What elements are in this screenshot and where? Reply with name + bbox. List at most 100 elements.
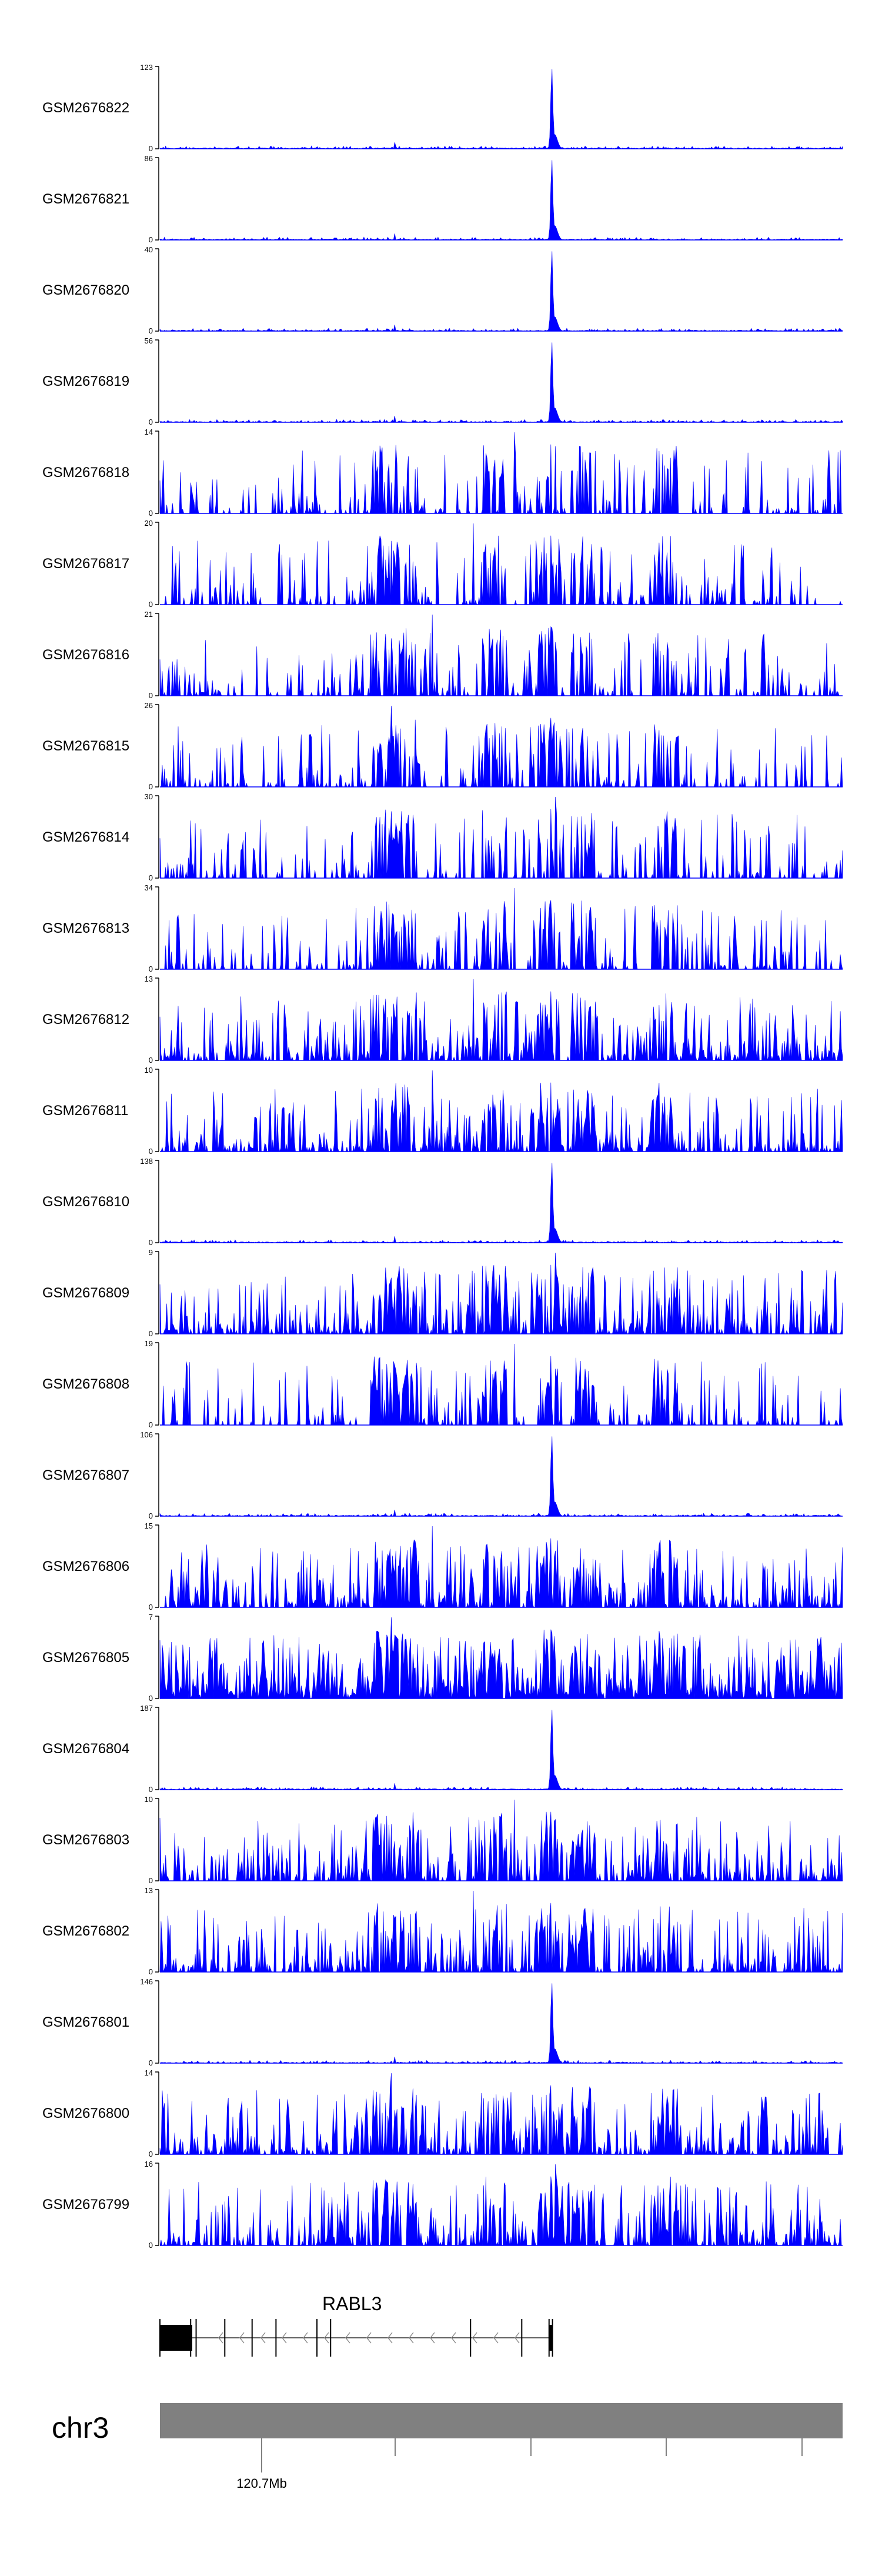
coverage-area [159, 1252, 843, 1335]
y-min-label: 0 [149, 1785, 153, 1794]
track-GSM2676814: GSM2676814 30 0 [42, 792, 843, 882]
y-min-label: 0 [149, 235, 153, 244]
y-max-label: 21 [145, 610, 153, 619]
track-label: GSM2676822 [42, 100, 129, 116]
coverage-area [159, 1890, 843, 1973]
y-min-label: 0 [149, 965, 153, 973]
y-max-label: 19 [145, 1339, 153, 1348]
exon-block [549, 2325, 553, 2351]
y-min-label: 0 [149, 1056, 153, 1065]
y-max-label: 26 [145, 701, 153, 710]
y-max-label: 86 [145, 154, 153, 163]
utr-block [160, 2325, 192, 2351]
y-max-label: 106 [140, 1430, 153, 1439]
strand-arrow-icon [345, 2332, 350, 2344]
strand-arrow-icon [324, 2332, 329, 2344]
track-label: GSM2676814 [42, 829, 129, 845]
y-max-label: 10 [145, 1795, 153, 1804]
y-max-label: 7 [149, 1613, 153, 1621]
coverage-area [159, 342, 843, 423]
track-label: GSM2676805 [42, 1650, 129, 1666]
track-label: GSM2676803 [42, 1832, 129, 1848]
coverage-area [160, 523, 843, 606]
track-GSM2676818: GSM2676818 14 0 [42, 428, 843, 518]
track-GSM2676803: GSM2676803 10 0 [42, 1795, 843, 1885]
gene-label: RABL3 [322, 2293, 382, 2314]
coverage-area [159, 2164, 843, 2246]
y-max-label: 14 [145, 2068, 153, 2077]
coverage-area [159, 979, 843, 1062]
track-GSM2676819: GSM2676819 56 0 [42, 336, 843, 426]
track-GSM2676809: GSM2676809 9 0 [42, 1248, 843, 1338]
track-label: GSM2676807 [42, 1467, 129, 1483]
coverage-tracks: GSM26768221230GSM2676821860GSM2676820400… [42, 63, 843, 2250]
track-GSM2676810: GSM2676810 138 0 [42, 1157, 843, 1247]
chromosome-label: chr3 [52, 2411, 109, 2444]
y-max-label: 34 [145, 883, 153, 892]
y-max-label: 13 [145, 975, 153, 983]
track-label: GSM2676801 [42, 2014, 129, 2030]
gene-model [159, 2319, 553, 2357]
y-max-label: 30 [145, 792, 153, 801]
y-min-label: 0 [149, 1876, 153, 1885]
track-GSM2676816: GSM2676816 21 0 [42, 610, 843, 700]
y-max-label: 10 [145, 1066, 153, 1075]
y-min-label: 0 [149, 782, 153, 791]
y-max-label: 20 [145, 519, 153, 528]
track-GSM2676812: GSM2676812 13 0 [42, 975, 843, 1065]
coverage-area [160, 1070, 843, 1153]
track-GSM2676815: GSM2676815 26 0 [42, 701, 843, 791]
chromosome-tick-label: 120.7Mb [236, 2476, 287, 2491]
y-max-label: 13 [145, 1886, 153, 1895]
y-max-label: 14 [145, 428, 153, 436]
coverage-area [159, 796, 843, 879]
track-label: GSM2676819 [42, 373, 129, 389]
chromosome-track: chr3 120.7Mb [52, 2403, 843, 2491]
track-label: GSM2676818 [42, 465, 129, 481]
y-min-label: 0 [149, 326, 153, 335]
track-label: GSM2676813 [42, 920, 129, 936]
strand-arrow-icon [260, 2332, 266, 2344]
y-min-label: 0 [149, 144, 153, 153]
y-min-label: 0 [149, 1967, 153, 1976]
coverage-area [159, 432, 843, 515]
y-min-label: 0 [149, 2150, 153, 2158]
track-GSM2676801: GSM2676801 146 0 [42, 1977, 843, 2067]
strand-arrow-icon [430, 2332, 435, 2344]
track-GSM2676807: GSM2676807 106 0 [42, 1430, 843, 1520]
coverage-area [159, 251, 843, 332]
strand-arrow-icon [493, 2332, 499, 2344]
track-label: GSM2676817 [42, 556, 129, 572]
track-GSM2676802: GSM2676802 13 0 [42, 1886, 843, 1976]
gene-track: RABL3 [159, 2293, 553, 2357]
strand-arrow-icon [303, 2332, 308, 2344]
y-min-label: 0 [149, 509, 153, 518]
y-min-label: 0 [149, 1694, 153, 1703]
track-label: GSM2676799 [42, 2197, 129, 2213]
strand-arrow-icon [472, 2332, 477, 2344]
track-label: GSM2676812 [42, 1012, 129, 1027]
y-min-label: 0 [149, 873, 153, 882]
track-GSM2676806: GSM2676806 15 0 [42, 1521, 843, 1611]
track-label: GSM2676810 [42, 1194, 129, 1210]
y-min-label: 0 [149, 691, 153, 700]
y-min-label: 0 [149, 1147, 153, 1156]
y-min-label: 0 [149, 2241, 153, 2250]
strand-arrow-icon [218, 2332, 223, 2344]
y-max-label: 16 [145, 2160, 153, 2168]
strand-arrow-icon [387, 2332, 393, 2344]
y-min-label: 0 [149, 600, 153, 609]
y-max-label: 138 [140, 1157, 153, 1166]
strand-arrow-icon [366, 2332, 372, 2344]
track-label: GSM2676802 [42, 1923, 129, 1939]
y-max-label: 15 [145, 1521, 153, 1530]
strand-arrow-icon [451, 2332, 456, 2344]
track-GSM2676817: GSM2676817 20 0 [42, 519, 843, 609]
y-max-label: 123 [140, 63, 153, 72]
chromosome-bar [160, 2403, 843, 2438]
coverage-area [159, 1436, 843, 1517]
track-label: GSM2676811 [42, 1103, 128, 1119]
y-max-label: 40 [145, 245, 153, 254]
track-GSM2676805: GSM2676805 7 0 [42, 1613, 843, 1703]
